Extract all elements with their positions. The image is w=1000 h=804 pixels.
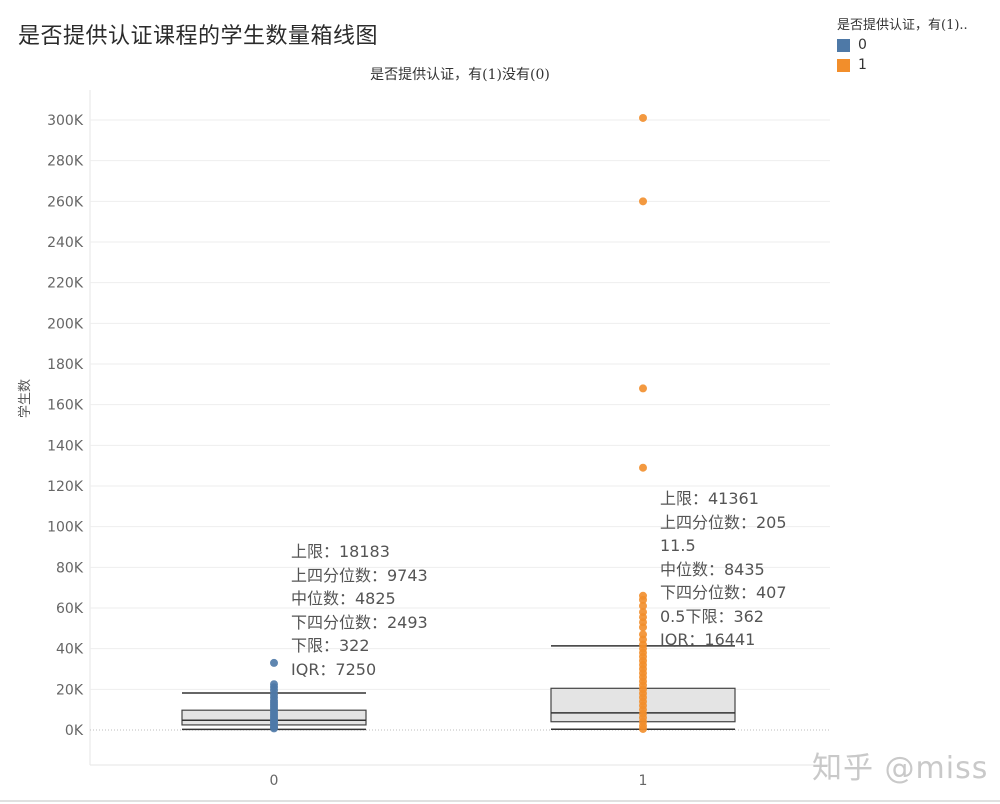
y-tick-label: 240K (47, 235, 84, 251)
y-tick-label: 120K (47, 479, 84, 495)
annotation-line: 下四分位数：2493 (291, 612, 428, 632)
annotation-line: 11.5 (660, 536, 696, 555)
legend-title: 是否提供认证，有(1).. (837, 18, 968, 33)
data-point (639, 595, 647, 604)
legend-label-0: 0 (858, 37, 867, 53)
data-point (639, 623, 647, 632)
y-tick-label: 140K (47, 438, 84, 454)
annotation-line: 下限：322 (291, 636, 370, 655)
y-tick-label: 100K (47, 520, 84, 536)
annotation-line: 上限：41361 (660, 489, 759, 508)
data-point (270, 658, 278, 667)
data-point (639, 463, 647, 472)
y-tick-label: 180K (47, 357, 84, 373)
data-point (270, 724, 278, 733)
legend-label-1: 1 (858, 57, 867, 73)
annotation-line: 0.5下限：362 (660, 606, 764, 626)
y-tick-label: 260K (47, 194, 84, 210)
annotation-line: 上四分位数：9743 (291, 565, 428, 585)
data-point (639, 113, 647, 122)
y-tick-label: 280K (47, 154, 84, 170)
chart-title: 是否提供认证课程的学生数量箱线图 (18, 24, 379, 49)
annotation-line: IQR：7250 (291, 659, 377, 679)
data-point (639, 601, 647, 610)
y-tick-label: 60K (56, 601, 84, 617)
y-tick-label: 220K (47, 276, 84, 292)
annotation-line: 上四分位数：205 (660, 512, 787, 532)
legend-swatch-0 (837, 38, 850, 52)
y-tick-label: 0K (65, 723, 84, 739)
y-tick-label: 300K (47, 113, 84, 129)
annotation-line: 下四分位数：407 (660, 583, 787, 602)
legend-item-1[interactable]: 1 (837, 57, 968, 73)
annotation-line: 中位数：8435 (660, 559, 765, 579)
y-tick-label: 80K (56, 560, 84, 576)
y-tick-label: 40K (56, 642, 84, 658)
data-point (639, 724, 647, 733)
data-point (639, 197, 647, 206)
legend-swatch-1 (837, 58, 850, 72)
annotation-line: 中位数：4825 (291, 589, 396, 608)
x-tick-label: 0 (270, 773, 279, 789)
legend-item-0[interactable]: 0 (837, 37, 968, 53)
annotation-category-0: 上限：18183 上四分位数：9743 中位数：4825 下四分位数：2493 下限：3… (291, 540, 428, 681)
y-tick-label: 200K (47, 316, 84, 332)
watermark: 知乎 @miss (812, 751, 989, 786)
column-header-label: 是否提供认证，有(1)没有(0) (370, 67, 550, 83)
y-tick-label: 20K (56, 682, 84, 698)
data-point (639, 384, 647, 393)
y-tick-label: 160K (47, 398, 84, 414)
annotation-line: IQR：16441 (660, 630, 756, 649)
x-tick-label: 1 (639, 773, 648, 789)
annotation-line: 上限：18183 (291, 542, 390, 561)
annotation-category-1: 上限：41361 上四分位数：205 11.5 中位数：8435 下四分位数：407 0.… (660, 487, 787, 652)
legend: 是否提供认证，有(1).. 0 1 (837, 14, 968, 73)
